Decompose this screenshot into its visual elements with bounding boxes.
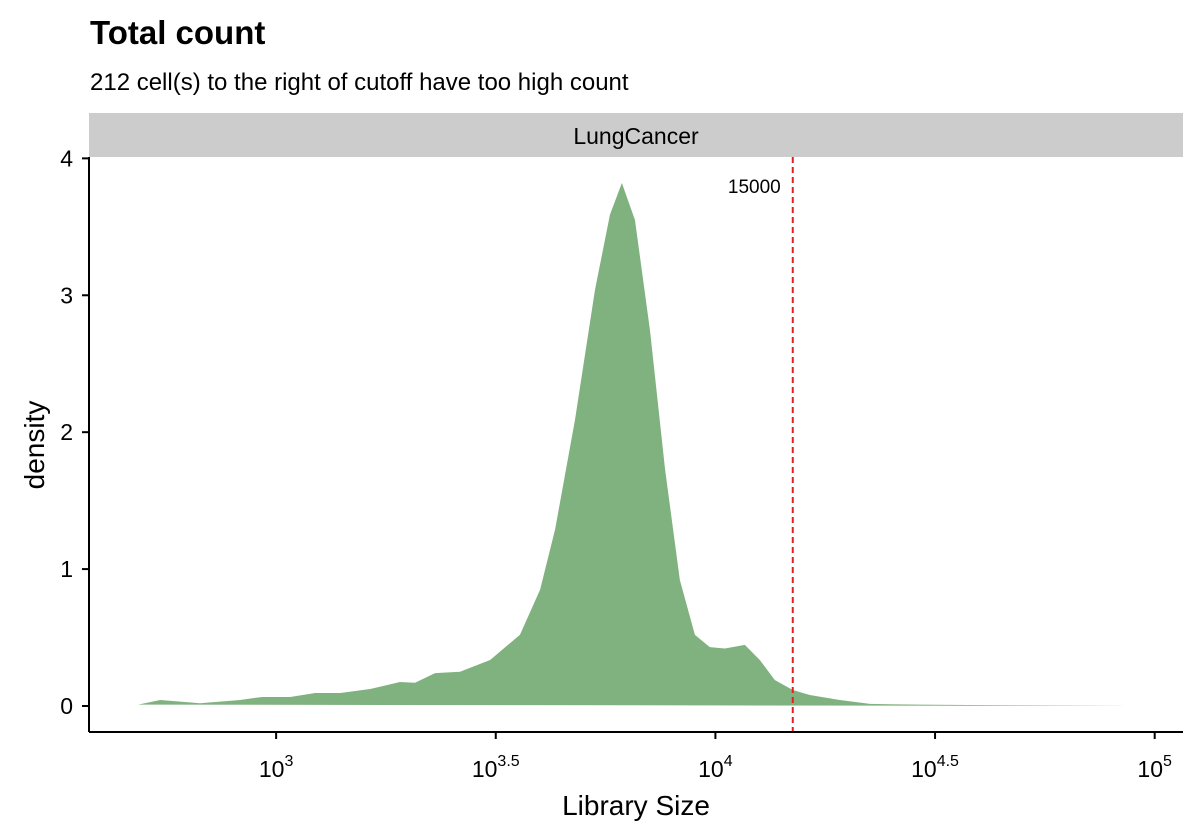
y-tick-label: 2	[60, 419, 73, 445]
x-tick-label: 103.5	[472, 753, 520, 782]
x-tick-label: 105	[1137, 753, 1172, 782]
x-tick-label: 104.5	[911, 753, 959, 782]
chart-subtitle: 212 cell(s) to the right of cutoff have …	[90, 69, 629, 96]
x-axis-title: Library Size	[562, 790, 710, 821]
y-tick-label: 4	[60, 145, 73, 171]
y-axis-title: density	[19, 401, 50, 490]
cutoff-label: 15000	[728, 177, 781, 198]
facet-label: LungCancer	[573, 123, 699, 149]
x-tick-label: 104	[698, 753, 733, 782]
y-tick-label: 1	[60, 556, 73, 582]
y-tick-label: 3	[60, 282, 73, 308]
y-tick-label: 0	[60, 693, 73, 719]
facet-strip	[89, 113, 1183, 157]
density-area	[138, 183, 1135, 706]
chart-title: Total count	[90, 14, 265, 51]
x-tick-label: 103	[259, 753, 294, 782]
